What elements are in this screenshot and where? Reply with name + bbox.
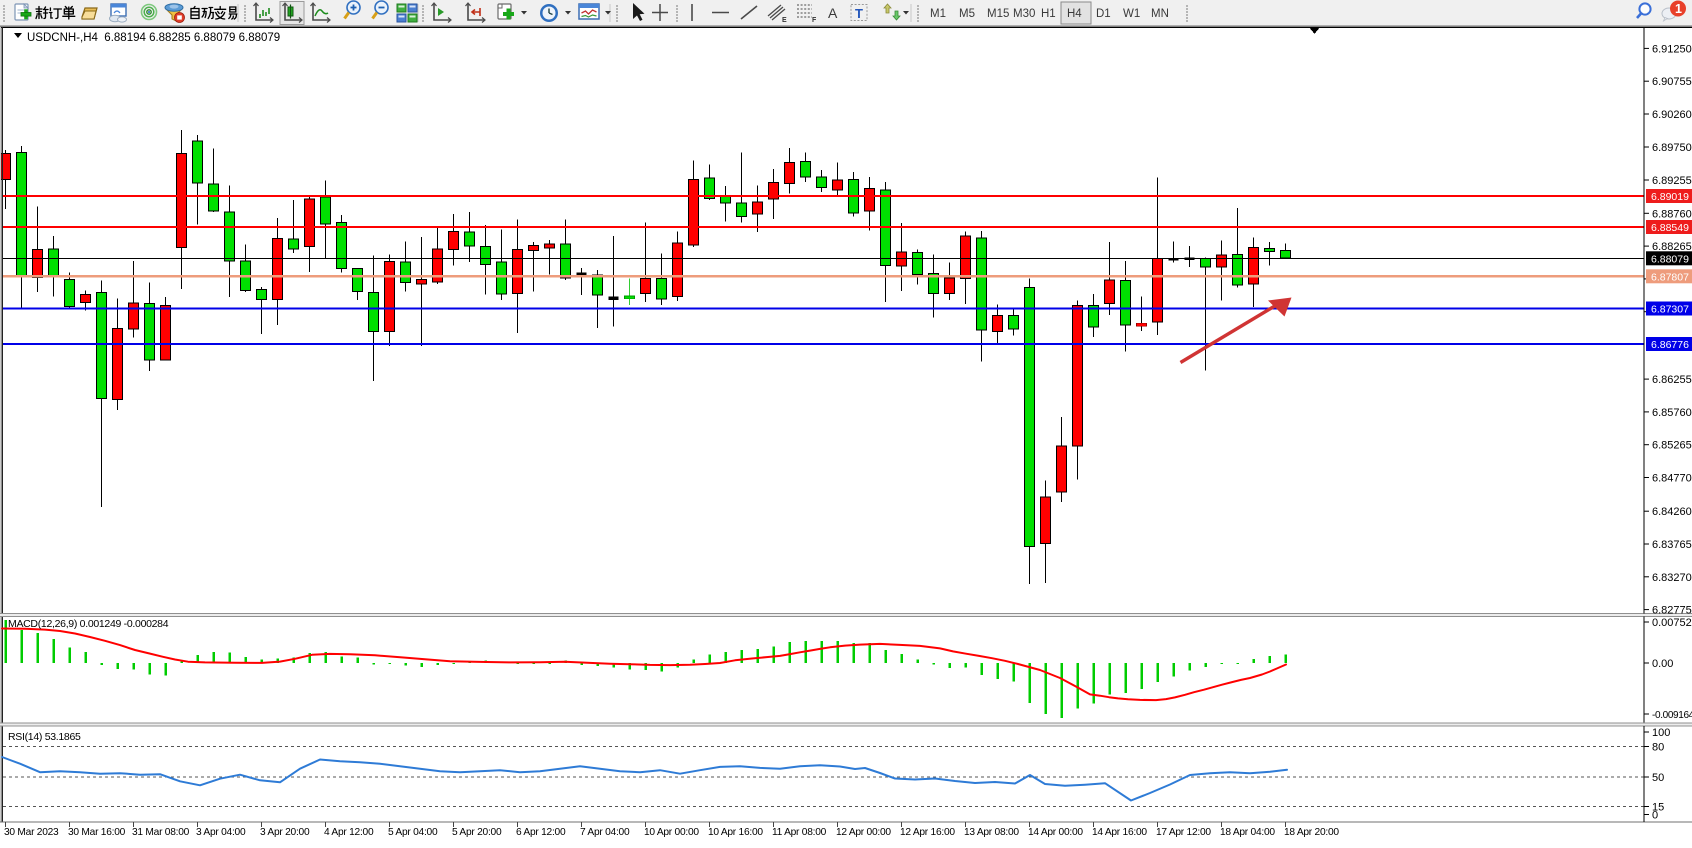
svg-text:M15: M15 [987, 8, 1009, 20]
svg-text:10 Apr 00:00: 10 Apr 00:00 [644, 827, 699, 838]
svg-text:6.83270: 6.83270 [1652, 572, 1692, 584]
svg-text:-0.009164: -0.009164 [1652, 710, 1692, 721]
svg-text:5 Apr 20:00: 5 Apr 20:00 [452, 827, 502, 838]
svg-text:31 Mar 08:00: 31 Mar 08:00 [132, 827, 190, 838]
svg-text:D1: D1 [1096, 8, 1111, 20]
svg-text:USDCNH-,H4 6.88194 6.88285 6.: USDCNH-,H4 6.88194 6.88285 6.88079 6.880… [27, 32, 280, 44]
svg-text:12 Apr 00:00: 12 Apr 00:00 [836, 827, 891, 838]
svg-text:18 Apr 20:00: 18 Apr 20:00 [1284, 827, 1339, 838]
svg-text:6.85265: 6.85265 [1652, 440, 1692, 452]
svg-text:15: 15 [1652, 802, 1664, 814]
svg-text:3 Apr 20:00: 3 Apr 20:00 [260, 827, 310, 838]
svg-text:6.82775: 6.82775 [1652, 605, 1692, 617]
svg-text:0.00752: 0.00752 [1652, 617, 1692, 629]
svg-text:0.00: 0.00 [1652, 658, 1673, 670]
svg-text:3 Apr 04:00: 3 Apr 04:00 [196, 827, 246, 838]
svg-text:6.91250: 6.91250 [1652, 43, 1692, 55]
svg-text:6.90755: 6.90755 [1652, 76, 1692, 88]
svg-text:6.88265: 6.88265 [1652, 241, 1692, 253]
svg-text:6.90260: 6.90260 [1652, 109, 1692, 121]
svg-text:12 Apr 16:00: 12 Apr 16:00 [900, 827, 955, 838]
svg-text:6.86255: 6.86255 [1652, 374, 1692, 386]
svg-text:6.88079: 6.88079 [1651, 253, 1689, 265]
svg-text:14 Apr 16:00: 14 Apr 16:00 [1092, 827, 1147, 838]
svg-text:MACD(12,26,9) 0.001249 -0.0002: MACD(12,26,9) 0.001249 -0.000284 [8, 618, 169, 630]
svg-text:14 Apr 00:00: 14 Apr 00:00 [1028, 827, 1083, 838]
svg-text:M1: M1 [930, 8, 946, 20]
svg-text:MN: MN [1151, 8, 1169, 20]
svg-text:0: 0 [1652, 810, 1658, 822]
svg-text:A: A [828, 5, 838, 21]
svg-text:6.83765: 6.83765 [1652, 539, 1692, 551]
svg-text:13 Apr 08:00: 13 Apr 08:00 [964, 827, 1019, 838]
svg-text:4 Apr 12:00: 4 Apr 12:00 [324, 827, 374, 838]
svg-text:6.85760: 6.85760 [1652, 407, 1692, 419]
svg-text:5 Apr 04:00: 5 Apr 04:00 [388, 827, 438, 838]
svg-text:6.87807: 6.87807 [1651, 271, 1689, 283]
svg-text:30 Mar 16:00: 30 Mar 16:00 [68, 827, 126, 838]
svg-text:6 Apr 12:00: 6 Apr 12:00 [516, 827, 566, 838]
svg-text:RSI(14) 53.1865: RSI(14) 53.1865 [8, 731, 81, 743]
svg-text:6.89019: 6.89019 [1651, 191, 1689, 203]
svg-text:6.87307: 6.87307 [1651, 304, 1689, 316]
svg-text:T: T [855, 6, 863, 21]
svg-text:100: 100 [1652, 727, 1670, 739]
svg-text:6.84770: 6.84770 [1652, 473, 1692, 485]
svg-text:F: F [812, 17, 817, 24]
svg-text:M30: M30 [1013, 8, 1035, 20]
svg-text:30 Mar 2023: 30 Mar 2023 [4, 827, 59, 838]
svg-text:6.88549: 6.88549 [1651, 222, 1689, 234]
svg-text:W1: W1 [1123, 8, 1140, 20]
svg-text:6.84260: 6.84260 [1652, 506, 1692, 518]
svg-text:11 Apr 08:00: 11 Apr 08:00 [772, 827, 827, 838]
svg-text:10 Apr 16:00: 10 Apr 16:00 [708, 827, 763, 838]
svg-text:80: 80 [1652, 742, 1664, 754]
svg-text:H1: H1 [1041, 8, 1056, 20]
svg-text:6.88760: 6.88760 [1652, 208, 1692, 220]
svg-text:H4: H4 [1067, 8, 1082, 20]
svg-text:6.86776: 6.86776 [1651, 339, 1689, 351]
svg-text:M5: M5 [959, 8, 975, 20]
svg-text:1: 1 [1675, 2, 1682, 16]
svg-text:18 Apr 04:00: 18 Apr 04:00 [1220, 827, 1275, 838]
svg-text:6.89750: 6.89750 [1652, 142, 1692, 154]
svg-text:50: 50 [1652, 772, 1664, 784]
svg-text:E: E [782, 17, 787, 24]
svg-text:6.89255: 6.89255 [1652, 175, 1692, 187]
svg-text:7 Apr 04:00: 7 Apr 04:00 [580, 827, 630, 838]
svg-text:17 Apr 12:00: 17 Apr 12:00 [1156, 827, 1211, 838]
